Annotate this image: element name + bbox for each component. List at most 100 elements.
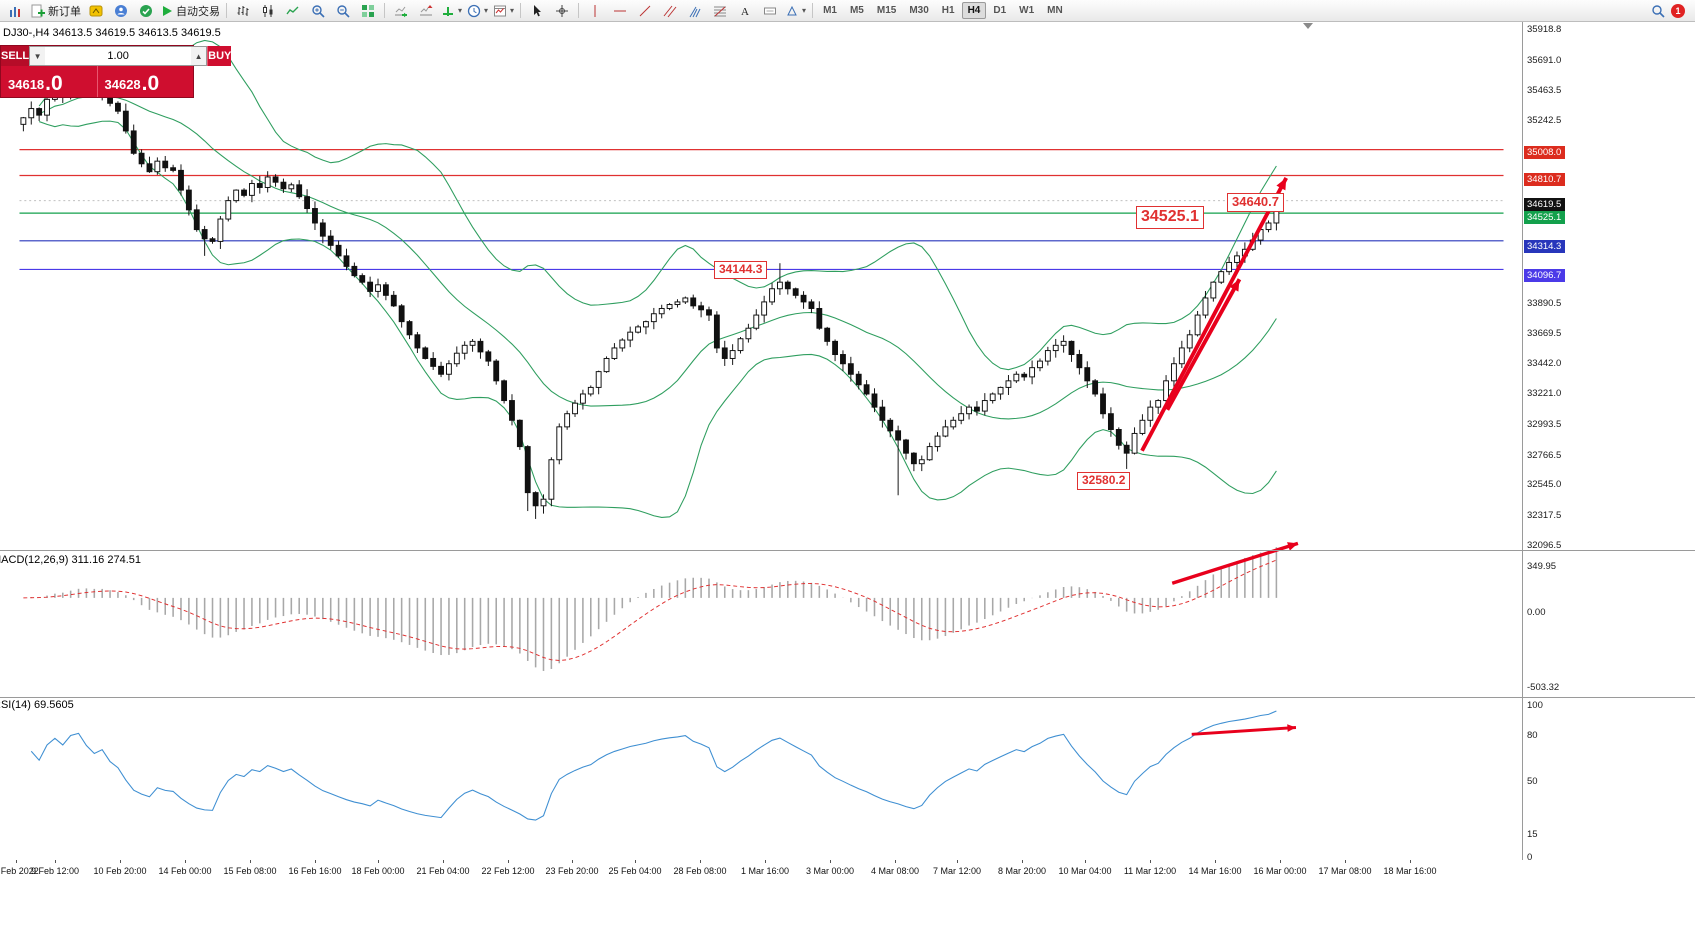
pane-separator[interactable]	[0, 550, 1695, 551]
price-callout[interactable]: 34640.7	[1227, 193, 1284, 212]
editor-icon[interactable]	[84, 1, 108, 21]
price-callout[interactable]: 34525.1	[1136, 206, 1204, 229]
sell-price[interactable]: 34618 .0	[1, 66, 97, 97]
tf-button-M5[interactable]: M5	[849, 5, 864, 16]
price-tick: 35463.5	[1527, 85, 1562, 97]
price-badge: 34314.3	[1524, 239, 1566, 253]
rsi-tick: 15	[1527, 829, 1538, 841]
buy-price[interactable]: 34628 .0	[96, 66, 194, 97]
time-label: 14 Feb 00:00	[158, 866, 212, 876]
chart-shift-icon[interactable]	[414, 1, 438, 21]
time-tick-mark	[1215, 860, 1216, 863]
crosshair-icon[interactable]	[550, 1, 574, 21]
toolbar-separator	[384, 3, 385, 18]
community-icon[interactable]	[109, 1, 133, 21]
time-tick-mark	[1410, 860, 1411, 863]
zoom-in-icon[interactable]	[306, 1, 330, 21]
line-chart-icon[interactable]	[281, 1, 305, 21]
fibonacci-icon[interactable]	[708, 1, 732, 21]
tf-button-H4[interactable]: H4	[961, 2, 987, 19]
label-icon[interactable]	[758, 1, 782, 21]
auto-scroll-icon[interactable]	[389, 1, 413, 21]
cursor-icon[interactable]	[525, 1, 549, 21]
time-label: 7 Mar 12:00	[932, 866, 982, 876]
search-icon[interactable]	[1646, 1, 1670, 21]
zoom-out-icon[interactable]	[331, 1, 355, 21]
timeframe-toolbar: M1 M5 M15 M30 H1 H4 D1 W1 MN	[817, 2, 1069, 19]
chart-shift-marker[interactable]	[1303, 23, 1313, 29]
periods-button[interactable]: ▾	[465, 1, 490, 21]
price-tick: 35918.8	[1527, 24, 1562, 35]
time-label: 25 Feb 04:00	[608, 866, 662, 876]
price-axis-separator[interactable]	[1522, 22, 1523, 880]
chevron-down-icon: ▾	[510, 5, 515, 15]
time-label: 9 Feb 12:00	[30, 866, 80, 876]
trendline-icon[interactable]	[633, 1, 657, 21]
time-tick-mark	[55, 860, 56, 863]
text-icon[interactable]: A	[733, 1, 757, 21]
horizontal-line-icon[interactable]	[608, 1, 632, 21]
new-order-label: 新订单	[48, 5, 81, 18]
time-label: 28 Feb 08:00	[673, 866, 727, 876]
pane-separator[interactable]	[0, 697, 1695, 698]
time-label: 18 Mar 16:00	[1383, 866, 1437, 876]
channel-icon[interactable]	[658, 1, 682, 21]
candlestick-chart-icon[interactable]	[256, 1, 280, 21]
time-label: 16 Mar 00:00	[1253, 866, 1307, 876]
time-tick-mark	[250, 860, 251, 863]
notification-badge[interactable]: 1	[1671, 3, 1685, 18]
bar-chart-icon[interactable]	[231, 1, 255, 21]
price-callout[interactable]: 32580.2	[1077, 472, 1131, 490]
tf-button-W1[interactable]: W1	[1019, 5, 1035, 16]
volume-decrease-button[interactable]: ▼	[30, 47, 46, 65]
auto-trading-button[interactable]: 自动交易	[159, 1, 222, 21]
main-chart-canvas[interactable]	[0, 22, 1523, 860]
tf-button-H1[interactable]: H1	[941, 5, 955, 16]
time-label: 15 Feb 08:00	[223, 866, 277, 876]
auto-trading-label: 自动交易	[176, 5, 220, 18]
chevron-down-icon: ▾	[458, 5, 463, 15]
tf-button-D1[interactable]: D1	[993, 5, 1007, 16]
pitchfork-icon[interactable]	[683, 1, 707, 21]
chevron-down-icon: ▾	[484, 5, 489, 15]
time-label: 3 Mar 00:00	[805, 866, 855, 876]
volume-increase-button[interactable]: ▲	[191, 47, 207, 65]
price-badge: 35008.0	[1524, 145, 1566, 159]
time-tick-mark	[895, 860, 896, 863]
volume-input[interactable]	[45, 47, 192, 65]
macd-layer	[23, 547, 1278, 671]
shapes-button[interactable]: ▾	[783, 1, 808, 21]
macd-tick: 349.95	[1527, 561, 1557, 572]
tile-windows-icon[interactable]	[356, 1, 380, 21]
price-tick: 35691.0	[1527, 54, 1562, 66]
indicators-button[interactable]: ▾	[439, 1, 464, 21]
time-tick-mark	[1022, 860, 1023, 863]
time-tick-mark	[443, 860, 444, 863]
buy-button[interactable]: BUY	[207, 46, 232, 66]
tf-button-MN[interactable]: MN	[1047, 5, 1063, 16]
price-callout[interactable]: 34144.3	[714, 261, 768, 279]
tf-button-M15[interactable]: M15	[876, 5, 897, 16]
time-tick-mark	[1085, 860, 1086, 863]
chart-area[interactable]: DJ30-,H4 34613.5 34619.5 34613.5 34619.5…	[0, 22, 1695, 944]
tf-button-M30[interactable]: M30	[909, 5, 929, 16]
vertical-line-icon[interactable]	[583, 1, 607, 21]
time-label: 17 Mar 08:00	[1318, 866, 1372, 876]
tf-button-M1[interactable]: M1	[823, 5, 837, 16]
sell-button[interactable]: SELL	[1, 46, 30, 66]
time-label: 16 Feb 16:00	[288, 866, 342, 876]
buy-price-frac: .0	[141, 72, 160, 95]
new-order-button[interactable]: 新订单	[29, 1, 83, 21]
time-tick-mark	[120, 860, 121, 863]
time-label: 23 Feb 20:00	[545, 866, 599, 876]
time-tick-mark	[508, 860, 509, 863]
price-tick: 32766.5	[1527, 449, 1562, 461]
charts-icon[interactable]	[4, 1, 28, 21]
trend-arrows-layer	[1140, 176, 1299, 736]
rsi-layer	[30, 710, 1277, 821]
market-icon[interactable]	[134, 1, 158, 21]
templates-button[interactable]: ▾	[491, 1, 516, 21]
price-badge: 34810.7	[1524, 172, 1566, 186]
